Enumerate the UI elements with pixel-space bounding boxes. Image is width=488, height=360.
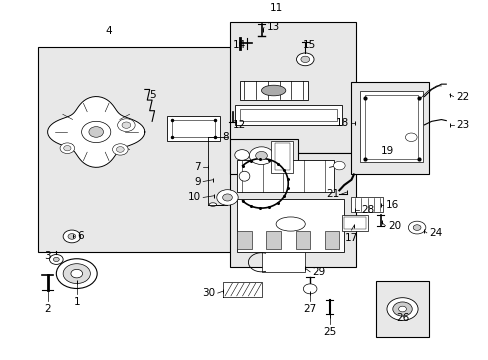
Circle shape — [81, 121, 111, 143]
Circle shape — [255, 152, 267, 160]
Bar — [229, 139, 297, 175]
Circle shape — [56, 259, 97, 288]
Text: 30: 30 — [202, 288, 215, 298]
Bar — [341, 215, 368, 231]
Ellipse shape — [239, 171, 249, 181]
Circle shape — [405, 133, 416, 141]
Text: 16: 16 — [385, 199, 398, 210]
Circle shape — [333, 161, 345, 170]
Circle shape — [68, 234, 76, 239]
Bar — [365, 95, 417, 158]
Text: 10: 10 — [187, 193, 201, 202]
Text: 2: 2 — [44, 304, 51, 314]
Circle shape — [60, 143, 75, 153]
Bar — [375, 281, 428, 337]
Text: 28: 28 — [361, 205, 374, 215]
Circle shape — [303, 284, 316, 294]
Text: 15: 15 — [302, 40, 315, 50]
Circle shape — [296, 53, 313, 66]
Circle shape — [249, 147, 273, 165]
Text: 23: 23 — [455, 120, 468, 130]
Circle shape — [49, 255, 63, 264]
Bar — [271, 141, 292, 173]
Text: 3: 3 — [44, 251, 51, 261]
Bar — [295, 231, 309, 249]
Ellipse shape — [261, 85, 285, 96]
Text: 4: 4 — [105, 26, 111, 36]
Bar — [344, 217, 366, 229]
Text: 7: 7 — [194, 162, 201, 172]
Bar — [239, 109, 336, 121]
Circle shape — [216, 190, 238, 205]
Circle shape — [63, 145, 71, 151]
Circle shape — [398, 306, 406, 312]
Circle shape — [53, 257, 59, 262]
Ellipse shape — [209, 203, 216, 206]
Bar — [274, 143, 289, 170]
Circle shape — [222, 194, 232, 201]
Circle shape — [386, 298, 417, 320]
Text: 29: 29 — [312, 267, 325, 277]
Text: 11: 11 — [269, 3, 282, 13]
Text: 13: 13 — [266, 22, 279, 32]
Text: 17: 17 — [344, 233, 357, 243]
Bar — [351, 82, 428, 175]
Circle shape — [116, 147, 124, 152]
Text: 27: 27 — [303, 304, 316, 314]
Circle shape — [63, 230, 81, 243]
Bar — [237, 231, 251, 249]
Polygon shape — [47, 96, 144, 167]
Bar — [237, 199, 344, 252]
Text: 9: 9 — [194, 176, 201, 186]
Circle shape — [112, 144, 128, 155]
Text: 24: 24 — [428, 228, 442, 238]
Text: 14: 14 — [232, 40, 245, 50]
Text: 21: 21 — [325, 189, 339, 199]
Circle shape — [89, 127, 103, 137]
Circle shape — [392, 302, 411, 316]
Bar — [239, 81, 307, 100]
Text: 18: 18 — [335, 118, 348, 128]
Circle shape — [407, 221, 425, 234]
Text: 1: 1 — [73, 297, 80, 307]
Text: 5: 5 — [149, 90, 156, 100]
Bar — [229, 22, 356, 153]
Text: 20: 20 — [387, 221, 400, 231]
Polygon shape — [222, 283, 261, 297]
Text: 26: 26 — [395, 313, 408, 323]
Text: 8: 8 — [222, 132, 229, 142]
Text: 12: 12 — [232, 120, 245, 130]
Bar — [171, 120, 215, 137]
Circle shape — [118, 119, 135, 131]
Circle shape — [234, 150, 249, 160]
Circle shape — [63, 264, 90, 284]
Circle shape — [412, 225, 420, 230]
Text: 19: 19 — [381, 147, 394, 157]
Bar — [351, 198, 382, 212]
Bar — [324, 231, 339, 249]
Bar — [261, 252, 305, 272]
Bar — [229, 153, 356, 266]
Bar — [38, 47, 244, 252]
Text: 25: 25 — [322, 327, 336, 337]
Text: 6: 6 — [77, 231, 83, 242]
Bar — [166, 116, 220, 141]
Bar — [359, 91, 422, 162]
Circle shape — [71, 269, 82, 278]
Circle shape — [122, 122, 130, 128]
Circle shape — [300, 56, 309, 63]
Bar — [266, 231, 281, 249]
Bar — [237, 160, 334, 192]
Bar — [234, 105, 341, 125]
Text: 22: 22 — [455, 91, 468, 102]
